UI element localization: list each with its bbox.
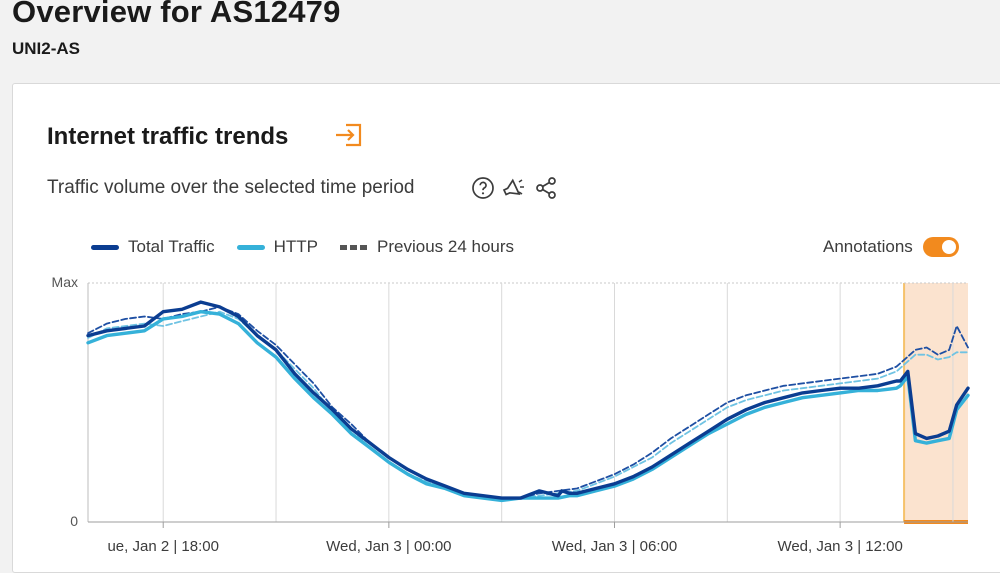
legend-label-http: HTTP <box>273 237 319 256</box>
traffic-card: Internet traffic trends Traffic volume o… <box>12 83 1000 573</box>
help-button[interactable] <box>470 175 496 201</box>
annotations-control: Annotations <box>823 237 959 257</box>
x-tick-label-0: ue, Jan 2 | 18:00 <box>107 538 218 555</box>
help-circle-icon <box>472 177 494 199</box>
page-subtitle: UNI2-AS <box>12 39 81 58</box>
export-arrow-icon <box>336 123 362 147</box>
y-tick-max: Max <box>52 274 78 290</box>
legend-swatch-previous <box>340 244 369 250</box>
legend-swatch-http <box>236 244 265 250</box>
megaphone-icon <box>502 178 524 196</box>
x-tick-label-3: Wed, Jan 3 | 12:00 <box>777 538 902 555</box>
card-title: Internet traffic trends <box>47 123 289 150</box>
series-line-0 <box>86 300 970 500</box>
legend-swatch-total <box>91 244 119 250</box>
export-button[interactable] <box>332 120 366 150</box>
series-line-2 <box>87 306 969 499</box>
card-description: Traffic volume over the selected time pe… <box>47 177 415 198</box>
toggle-knob <box>941 240 956 254</box>
series-line-3 <box>87 310 969 502</box>
legend-label-previous: Previous 24 hours <box>377 237 515 256</box>
legend-previous-24h[interactable]: Previous 24 hours <box>340 237 514 257</box>
announce-button[interactable] <box>501 175 527 201</box>
chart-legend: Total Traffic HTTP Previous 24 hours <box>91 237 536 257</box>
traffic-chart: Max 0 ue, Jan 2 | 18:00 Wed, Jan 3 | 00:00 W… <box>52 274 970 555</box>
page-title: Overview for AS12479 <box>12 0 341 29</box>
y-tick-zero: 0 <box>70 513 78 529</box>
legend-label-total: Total Traffic <box>128 237 215 256</box>
share-button[interactable] <box>533 175 559 201</box>
x-tick-label-2: Wed, Jan 3 | 06:00 <box>552 538 677 555</box>
x-tick-label-1: Wed, Jan 3 | 00:00 <box>326 538 451 555</box>
legend-total-traffic[interactable]: Total Traffic <box>91 237 215 257</box>
annotations-label: Annotations <box>823 237 913 256</box>
series-line-1 <box>86 310 970 503</box>
legend-http[interactable]: HTTP <box>236 237 319 257</box>
share-icon <box>536 177 556 199</box>
annotations-toggle[interactable] <box>922 237 959 257</box>
